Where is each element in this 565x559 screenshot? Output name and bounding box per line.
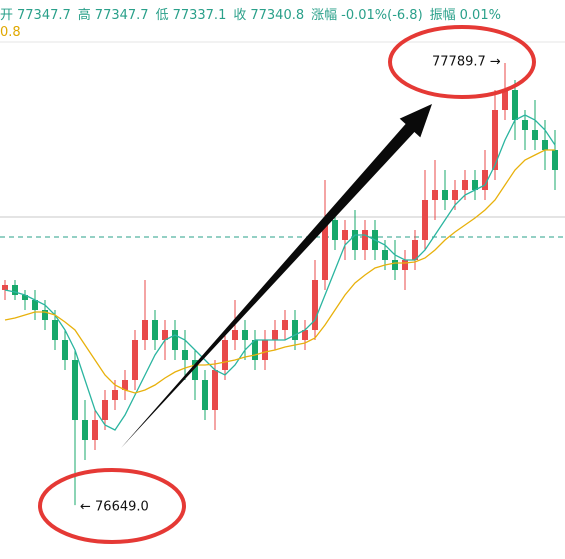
ohlc-header: 开 77347.7 高 77347.7 低 77337.1 收 77340.8 涨幅 -0.01%…: [0, 4, 508, 23]
candle-body: [292, 320, 298, 341]
candle-body: [552, 150, 558, 171]
candle-body: [172, 330, 178, 351]
header-label: 涨幅: [311, 8, 338, 23]
candle-body: [52, 320, 58, 341]
candle-body: [412, 240, 418, 261]
candle-body: [22, 295, 28, 301]
candle-body: [442, 190, 448, 201]
candle-body: [112, 390, 118, 401]
header-value: 77340.8: [250, 8, 305, 23]
candle-body: [32, 300, 38, 311]
header-value: 0.01%: [459, 8, 501, 23]
header-value: 77347.7: [94, 8, 149, 23]
header-item: 开 77347.7: [0, 8, 71, 23]
header-item: 涨幅 -0.01%(-6.8): [311, 8, 423, 23]
high-annotation: 77789.7 →: [432, 55, 501, 70]
candle-body: [512, 90, 518, 121]
candle-body: [342, 230, 348, 241]
candle-body: [182, 350, 188, 361]
header-item: 高 77347.7: [78, 8, 149, 23]
candle-body: [392, 260, 398, 271]
candle-body: [432, 190, 438, 201]
candle-body: [362, 230, 368, 251]
candle-body: [492, 110, 498, 171]
candle-body: [422, 200, 428, 241]
candle-body: [42, 310, 48, 321]
header-value: 77347.7: [17, 8, 71, 23]
low-annotation: ← 76649.0: [80, 500, 149, 515]
candle-body: [532, 130, 538, 141]
candle-body: [92, 420, 98, 441]
candle-body: [542, 140, 548, 151]
candle-body: [522, 120, 528, 131]
candle-body: [452, 190, 458, 201]
candle-body: [462, 180, 468, 191]
candle-body: [2, 285, 8, 291]
candle-body: [72, 360, 78, 421]
candle-body: [102, 400, 108, 421]
candle-body: [332, 220, 338, 241]
candle-body: [352, 230, 358, 251]
candle-body: [132, 340, 138, 381]
candle-body: [472, 180, 478, 191]
candle-body: [312, 280, 318, 331]
candle-body: [152, 320, 158, 341]
candle-body: [402, 260, 408, 271]
candle-body: [212, 370, 218, 411]
candle-body: [142, 320, 148, 341]
header-value: 77337.1: [172, 8, 227, 23]
header-label: 收: [233, 8, 247, 23]
header-label: 高: [77, 8, 91, 23]
candle-body: [382, 250, 388, 261]
candle-body: [302, 330, 308, 341]
candle-body: [222, 340, 228, 371]
candle-body: [482, 170, 488, 191]
candle-body: [252, 340, 258, 361]
candle-body: [202, 380, 208, 411]
candle-body: [282, 320, 288, 331]
header-item: 振幅 0.01%: [430, 8, 501, 23]
candle-body: [322, 220, 328, 281]
candle-body: [62, 340, 68, 361]
highlight-circle: [38, 468, 186, 544]
candle-body: [502, 90, 508, 111]
candles: [0, 62, 565, 506]
candle-body: [12, 285, 18, 296]
candle-body: [242, 330, 248, 341]
header-label: 低: [155, 8, 169, 23]
header-label: 开: [0, 8, 14, 23]
candle-body: [272, 330, 278, 341]
arrow: [121, 104, 432, 448]
header-item: 收 77340.8: [233, 8, 304, 23]
header-item: 低 77337.1: [156, 8, 227, 23]
candle-body: [122, 380, 128, 391]
candle-body: [262, 340, 268, 361]
ma-header: 0.8: [0, 25, 21, 40]
candle-body: [82, 420, 88, 441]
header-value: -0.01%(-6.8): [341, 8, 423, 23]
ma-line: [4, 149, 555, 394]
candle-body: [232, 330, 238, 341]
candle-body: [162, 330, 168, 341]
ma-line: [4, 114, 556, 431]
header-label: 振幅: [429, 8, 456, 23]
highlight-circle: [388, 25, 536, 99]
candle-body: [192, 360, 198, 381]
